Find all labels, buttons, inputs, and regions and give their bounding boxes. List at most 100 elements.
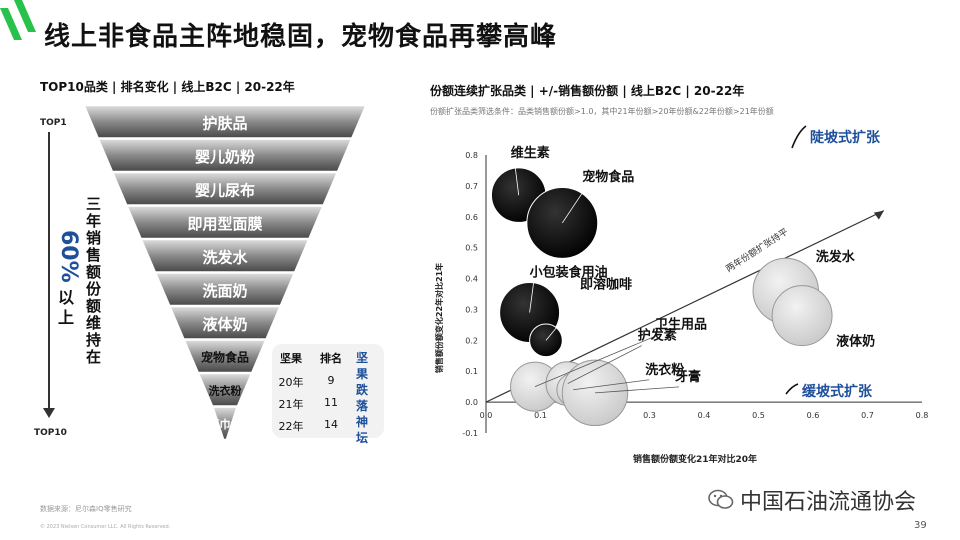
bubble-point <box>526 187 599 259</box>
axis-bottom-label: TOP10 <box>34 428 67 438</box>
funnel-item-label: 护肤品 <box>202 114 247 132</box>
y-axis-title: 销售额份额变化22年对比21年 <box>434 263 444 373</box>
point-label: 卫生用品 <box>655 317 707 333</box>
x-axis-title: 销售额份额变化21年对比20年 <box>633 453 757 465</box>
funnel-band <box>141 239 309 272</box>
y-tick-label: 0.1 <box>465 367 478 376</box>
x-tick-label: 0.0 <box>480 411 493 420</box>
rank-arrow <box>48 132 50 412</box>
point-label: 小包装食用油 <box>530 265 608 281</box>
wechat-icon <box>708 489 734 509</box>
label-leader <box>567 345 642 384</box>
table-cell: 11 <box>324 396 338 409</box>
copyright: © 2023 Nielsen Consumer LLC. All Rights … <box>40 524 171 530</box>
funnel-item-label: 面巾纸 <box>209 417 242 431</box>
share-expansion-chart: 陡坡式扩张 缓坡式扩张 销售额份额变化22年对比21年 销售额份额变化21年对比… <box>434 125 929 465</box>
label-leader <box>534 334 660 388</box>
wechat-watermark: 中国石油流通协会 <box>708 484 916 516</box>
gentle-expansion-label: 缓坡式扩张 <box>802 383 873 400</box>
share-description: 三年销售额份额维持在 <box>86 195 102 366</box>
point-label: 即溶咖啡 <box>580 276 632 292</box>
table-cell: 9 <box>327 374 335 387</box>
funnel-band <box>184 340 266 373</box>
point-label: 护发素 <box>638 328 677 344</box>
page-title: 线上非食品主阵地稳固，宠物食品再攀高峰 <box>44 22 558 52</box>
nut-ranking-table: 坚果 排名 20年 9 21年 11 22年 14 坚果跌落神坛 <box>272 344 384 445</box>
funnel-item-label: 婴儿奶粉 <box>195 148 255 166</box>
right-panel-subtitle: 份额连续扩张品类 | +/-销售额份额 | 线上B2C | 20-22年 <box>430 84 745 98</box>
gentle-curve-icon <box>785 383 799 395</box>
funnel-band <box>84 105 366 138</box>
y-tick-label: 0.0 <box>465 398 478 407</box>
table-header: 坚果 <box>280 352 302 365</box>
table-header: 排名 <box>320 352 342 365</box>
label-leader <box>545 294 585 341</box>
funnel-band <box>156 273 294 306</box>
table-cell: 20年 <box>278 376 304 389</box>
point-label: 洗发水 <box>816 249 856 265</box>
share-percentage: 60% <box>56 230 81 283</box>
funnel-item-label: 洗发水 <box>202 248 248 266</box>
funnel-band <box>199 373 251 406</box>
funnel-item-label: 即用型面膜 <box>187 215 262 233</box>
brand-logo-icon <box>0 0 36 40</box>
label-leader <box>594 386 680 394</box>
steep-expansion-label: 陡坡式扩张 <box>810 129 881 146</box>
x-tick-label: 0.5 <box>752 411 765 420</box>
label-leader <box>573 379 650 391</box>
left-panel-subtitle: TOP10品类 | 排名变化 | 线上B2C | 20-22年 <box>40 80 295 94</box>
y-tick-label: 0.7 <box>465 182 478 191</box>
data-source: 数据来源：尼尔森IQ零售研究 <box>40 505 132 513</box>
rank-arrow-head-icon <box>43 408 55 418</box>
point-label: 维生素 <box>511 145 550 161</box>
steep-curve-icon <box>791 125 807 149</box>
funnel-item-label: 液体奶 <box>202 315 247 333</box>
wechat-account-name: 中国石油流通协会 <box>740 490 917 515</box>
x-tick-label: 0.7 <box>861 411 874 420</box>
table-cell: 14 <box>324 418 338 431</box>
funnel-band <box>113 172 337 205</box>
point-label: 宠物食品 <box>582 169 634 185</box>
point-label: 液体奶 <box>836 334 875 350</box>
share-percentage-suffix: 以上 <box>58 287 75 327</box>
page-number: 39 <box>914 520 927 531</box>
bubble-point <box>529 323 563 358</box>
funnel-item-label: 宠物食品 <box>201 349 249 364</box>
y-tick-label: 0.8 <box>465 151 478 160</box>
filter-note: 份额扩张品类筛选条件：品类销售额份额>1.0，其中21年份额>20年份额&22年… <box>430 107 774 116</box>
funnel-item-label: 洗面奶 <box>202 282 247 300</box>
point-label: 牙膏 <box>675 369 701 385</box>
label-leader <box>529 282 534 313</box>
funnel-band <box>127 206 323 239</box>
share-side-label: 60% 以上 <box>56 230 81 328</box>
table-row: 21年 11 <box>272 396 352 416</box>
bubble-point <box>771 285 833 347</box>
axis-top-label: TOP1 <box>40 118 67 128</box>
y-tick-label: 0.6 <box>465 213 478 222</box>
y-tick-label: 0.5 <box>465 244 478 253</box>
x-tick-label: 0.4 <box>698 411 711 420</box>
y-tick-label: 0.3 <box>465 305 478 314</box>
funnel-item-label: 洗衣粉 <box>209 383 242 397</box>
x-tick-label: 0.1 <box>534 411 547 420</box>
y-tick-label: 0.2 <box>465 336 478 345</box>
table-cell: 21年 <box>278 398 304 411</box>
table-header-row: 坚果 排名 <box>272 350 352 370</box>
funnel-band <box>213 407 237 440</box>
x-tick-label: 0.3 <box>643 411 656 420</box>
table-row: 22年 14 <box>272 418 352 438</box>
funnel-band <box>98 139 352 172</box>
table-row: 20年 9 <box>272 374 352 394</box>
y-tick-label: 0.4 <box>465 275 478 284</box>
table-cell: 22年 <box>278 420 304 433</box>
x-tick-label: 0.8 <box>916 411 929 420</box>
y-tick-label: -0.1 <box>462 429 478 438</box>
diagonal-arrow-head-icon <box>873 210 884 220</box>
point-label: 洗衣粉 <box>645 362 684 378</box>
x-tick-label: 0.6 <box>807 411 820 420</box>
label-leader <box>561 186 587 224</box>
funnel-band <box>170 306 280 339</box>
funnel-item-label: 婴儿尿布 <box>195 181 255 199</box>
table-side-note: 坚果跌落神坛 <box>356 351 369 445</box>
